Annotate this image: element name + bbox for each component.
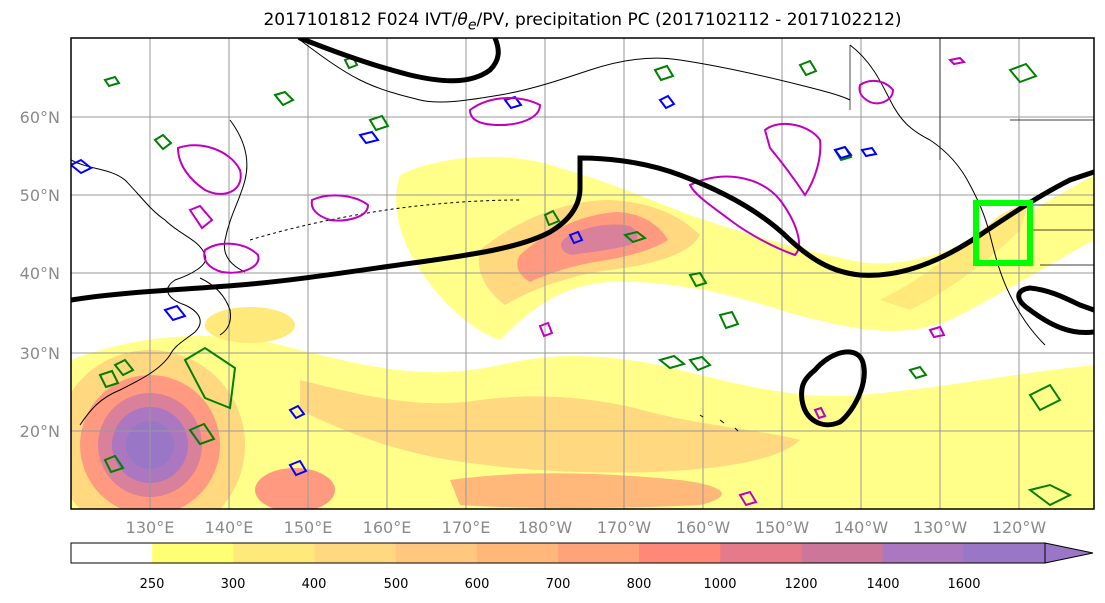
cb-label-1400: 1400 bbox=[866, 577, 899, 592]
lat-label-50: 50°N bbox=[20, 186, 60, 205]
theta-e-contour-north bbox=[297, 38, 501, 84]
lon-label-170w: 170°W bbox=[597, 518, 652, 537]
lon-label-120w: 120°W bbox=[992, 518, 1047, 537]
colorbar-segment-4 bbox=[395, 543, 478, 563]
longitude-labels: 130°E 140°E 150°E 160°E 170°E 180°W 170°… bbox=[126, 518, 1047, 537]
lat-label-60: 60°N bbox=[20, 108, 60, 127]
ivt-patch-2 bbox=[255, 468, 335, 509]
lat-label-30: 30°N bbox=[20, 344, 60, 363]
colorbar-segment-10 bbox=[882, 543, 965, 563]
colorbar-segment-2 bbox=[233, 543, 315, 563]
lon-label-140w: 140°W bbox=[834, 518, 889, 537]
lat-label-40: 40°N bbox=[20, 264, 60, 283]
cb-label-400: 400 bbox=[302, 577, 327, 592]
map-plot-area bbox=[71, 38, 1094, 509]
coastline-asia bbox=[71, 159, 207, 426]
title-theta-sub: e bbox=[467, 17, 477, 34]
theta-e-contour-east bbox=[1016, 285, 1094, 336]
coastlines bbox=[71, 38, 1094, 432]
colorbar-segment-1 bbox=[152, 543, 234, 563]
theta-e-contours bbox=[71, 38, 1094, 428]
colorbar-segments bbox=[71, 543, 1046, 563]
lon-label-160w: 160°W bbox=[676, 518, 731, 537]
cb-label-1000: 1000 bbox=[703, 577, 736, 592]
colorbar-frame bbox=[70, 542, 1046, 564]
colorbar-segment-0 bbox=[71, 543, 153, 563]
coastline-hawaii bbox=[699, 414, 739, 432]
lon-label-150w: 150°W bbox=[755, 518, 810, 537]
cb-label-300: 300 bbox=[221, 577, 246, 592]
border-canada bbox=[849, 38, 1094, 266]
coastline-aleutians bbox=[249, 199, 521, 241]
ivt-patch-1 bbox=[205, 307, 295, 343]
title-theta: θ bbox=[457, 10, 468, 30]
cb-label-500: 500 bbox=[384, 577, 409, 592]
coastline-alaska bbox=[849, 44, 1046, 346]
latitude-labels: 60°N 50°N 40°N 30°N 20°N bbox=[20, 108, 60, 441]
title-prefix: 2017101812 F024 IVT/ bbox=[263, 10, 458, 30]
cb-label-1600: 1600 bbox=[947, 577, 980, 592]
map-title: 2017101812 F024 IVT/θe/PV, precipitation… bbox=[0, 10, 1105, 33]
lon-label-160e: 160°E bbox=[363, 518, 412, 537]
cb-label-700: 700 bbox=[546, 577, 571, 592]
lon-label-180w: 180°W bbox=[518, 518, 573, 537]
colorbar-segment-9 bbox=[801, 543, 884, 563]
colorbar-segment-5 bbox=[476, 543, 559, 563]
lon-label-170e: 170°E bbox=[442, 518, 491, 537]
cb-label-1200: 1200 bbox=[784, 577, 817, 592]
colorbar-segment-3 bbox=[314, 543, 397, 563]
colorbar-segment-6 bbox=[558, 543, 640, 563]
lon-label-130w: 130°W bbox=[913, 518, 968, 537]
coastline-bering bbox=[299, 39, 851, 103]
cb-label-250: 250 bbox=[140, 577, 165, 592]
ivt-band-lower bbox=[450, 473, 722, 508]
lat-label-20: 20°N bbox=[20, 422, 60, 441]
lon-label-140e: 140°E bbox=[205, 518, 254, 537]
pv-contours-green bbox=[98, 55, 1073, 507]
colorbar-extend-arrow bbox=[1044, 542, 1094, 564]
cb-label-600: 600 bbox=[465, 577, 490, 592]
ivt-core-north-max bbox=[560, 224, 638, 255]
theta-e-contour-main bbox=[71, 155, 1094, 303]
lon-label-150e: 150°E bbox=[284, 518, 333, 537]
colorbar-segment-7 bbox=[639, 543, 721, 563]
domain-box bbox=[973, 200, 1033, 266]
gridlines bbox=[71, 38, 1094, 509]
coastline-kamchatka bbox=[223, 119, 248, 273]
ivt-patch-3 bbox=[470, 398, 610, 442]
map-frame bbox=[70, 37, 1095, 510]
colorbar-segment-8 bbox=[720, 543, 802, 563]
colorbar-segment-11 bbox=[963, 543, 1046, 563]
title-suffix: /PV, precipitation PC (2017102112 - 2017… bbox=[476, 10, 902, 30]
theta-e-contour-loop bbox=[799, 349, 867, 428]
cb-label-800: 800 bbox=[627, 577, 652, 592]
colorbar-labels: 250 300 400 500 600 700 800 1000 1200 14… bbox=[140, 577, 981, 592]
pv-contours-magenta bbox=[176, 56, 967, 507]
colorbar: 250 300 400 500 600 700 800 1000 1200 14… bbox=[70, 542, 1094, 592]
lon-label-130e: 130°E bbox=[126, 518, 175, 537]
